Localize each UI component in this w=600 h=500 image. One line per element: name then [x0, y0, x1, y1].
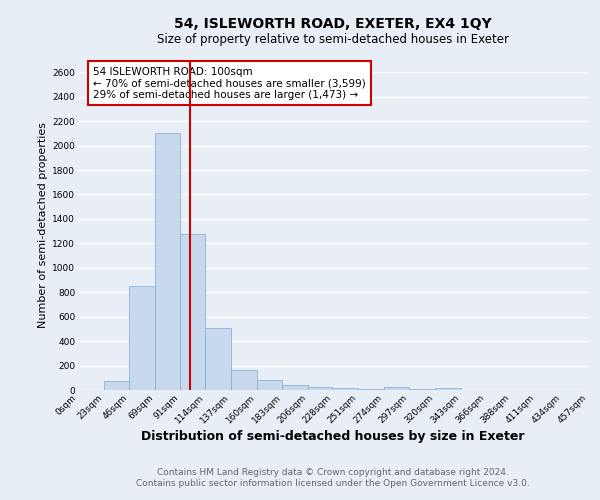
Bar [282, 384, 308, 390]
Bar [358, 389, 384, 390]
Y-axis label: Number of semi-detached properties: Number of semi-detached properties [38, 122, 48, 328]
Bar [231, 370, 257, 390]
Bar [384, 387, 409, 390]
Bar [130, 286, 155, 390]
Bar [205, 328, 231, 390]
Bar [308, 387, 332, 390]
Text: Contains HM Land Registry data © Crown copyright and database right 2024.
Contai: Contains HM Land Registry data © Crown c… [136, 468, 530, 487]
Bar [435, 388, 461, 390]
Text: 54 ISLEWORTH ROAD: 100sqm
← 70% of semi-detached houses are smaller (3,599)
29% : 54 ISLEWORTH ROAD: 100sqm ← 70% of semi-… [94, 66, 366, 100]
X-axis label: Distribution of semi-detached houses by size in Exeter: Distribution of semi-detached houses by … [141, 430, 525, 444]
Bar [257, 380, 282, 390]
Bar [332, 388, 358, 390]
Bar [179, 234, 205, 390]
Text: 54, ISLEWORTH ROAD, EXETER, EX4 1QY: 54, ISLEWORTH ROAD, EXETER, EX4 1QY [174, 18, 492, 32]
Text: Size of property relative to semi-detached houses in Exeter: Size of property relative to semi-detach… [157, 32, 509, 46]
Bar [155, 134, 179, 390]
Bar [104, 381, 130, 390]
